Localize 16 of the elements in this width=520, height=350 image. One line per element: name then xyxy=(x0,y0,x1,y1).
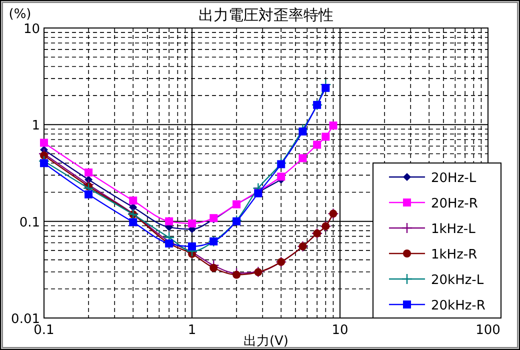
x-tick-label: 10 xyxy=(332,323,348,338)
x-tick-label: 100 xyxy=(476,323,500,338)
legend-label: 20kHz-R xyxy=(431,298,486,314)
y-axis-title: (%) xyxy=(8,7,32,22)
x-tick-label: 0.1 xyxy=(34,323,54,338)
legend-label: 20Hz-R xyxy=(431,196,478,212)
chart-title: 出力電圧対歪率特性 xyxy=(198,6,334,24)
legend-label: 1kHz-L xyxy=(431,222,476,237)
x-tick-label: 1 xyxy=(188,323,196,338)
y-tick-label: 1 xyxy=(32,118,40,134)
y-tick-label: 0.1 xyxy=(19,215,40,230)
legend-label: 1kHz-R xyxy=(431,248,478,262)
legend-label: 20kHz-L xyxy=(431,273,484,288)
y-tick-label: 10 xyxy=(23,22,40,37)
x-axis-title: 出力(V) xyxy=(243,334,289,349)
legend-label: 20Hz-L xyxy=(431,171,477,186)
